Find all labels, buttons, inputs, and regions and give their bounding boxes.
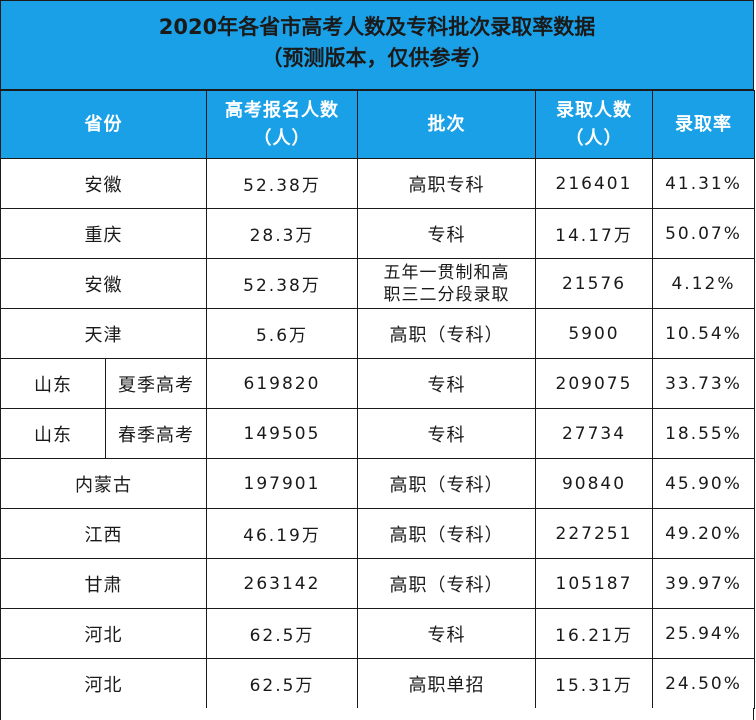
table-title-line2: （预测版本，仅供参考）: [261, 46, 493, 70]
cell-admitted: 227251: [535, 508, 653, 559]
cell-province: 山东: [0, 408, 106, 459]
cell-exam-type: 春季高考: [105, 408, 207, 459]
cell-province: 河北: [0, 608, 207, 659]
cell-batch: 专科: [357, 208, 536, 259]
cell-applicants: 197901: [206, 458, 358, 509]
cell-province: 安徽: [0, 158, 207, 209]
cell-rate: 33.73%: [652, 358, 755, 409]
cell-exam-type: 夏季高考: [105, 358, 207, 409]
header-rate: 录取率: [652, 90, 755, 159]
cell-rate: 49.20%: [652, 508, 755, 559]
cell-batch: 专科: [357, 608, 536, 659]
table-title: 2020年各省市高考人数及专科批次录取率数据 （预测版本，仅供参考）: [0, 0, 754, 90]
header-applicants-label: 高考报名人数（人）: [225, 99, 339, 149]
cell-admitted: 5900: [535, 308, 653, 359]
cell-applicants: 149505: [206, 408, 358, 459]
cell-province: 甘肃: [0, 558, 207, 609]
cell-applicants: 62.5万: [206, 608, 358, 659]
cell-admitted: 16.21万: [535, 608, 653, 659]
cell-batch: 专科: [357, 358, 536, 409]
cell-applicants: 5.6万: [206, 308, 358, 359]
header-batch: 批次: [357, 90, 536, 159]
table-row: 内蒙古 197901 高职（专科） 90840 45.90%: [0, 458, 755, 509]
cell-batch: 五年一贯制和高职三二分段录取: [357, 258, 536, 309]
header-admitted-label: 录取人数（人）: [556, 99, 632, 149]
table-row: 重庆 28.3万 专科 14.17万 50.07%: [0, 208, 755, 259]
table-row: 河北 62.5万 专科 16.21万 25.94%: [0, 608, 755, 659]
cell-batch: 高职单招: [357, 658, 536, 709]
cell-province: 安徽: [0, 258, 207, 309]
cell-rate: 50.07%: [652, 208, 755, 259]
cell-admitted: 14.17万: [535, 208, 653, 259]
cell-admitted: 105187: [535, 558, 653, 609]
cell-admitted: 27734: [535, 408, 653, 459]
cell-province: 河北: [0, 658, 207, 709]
cell-rate: 10.54%: [652, 308, 755, 359]
admission-data-table: 省份 高考报名人数（人） 批次 录取人数（人） 录取率 安徽 52.38万 高职…: [0, 90, 755, 709]
cell-province: 山东: [0, 358, 106, 409]
header-province: 省份: [0, 90, 207, 159]
cell-applicants: 62.5万: [206, 658, 358, 709]
cell-rate: 24.50%: [652, 658, 755, 709]
cell-province: 天津: [0, 308, 207, 359]
table-row: 江西 46.19万 高职（专科） 227251 49.20%: [0, 508, 755, 559]
table-row: 天津 5.6万 高职（专科） 5900 10.54%: [0, 308, 755, 359]
table-row: 山东 春季高考 149505 专科 27734 18.55%: [0, 408, 755, 459]
cell-rate: 45.90%: [652, 458, 755, 509]
table-row: 安徽 52.38万 高职专科 216401 41.31%: [0, 158, 755, 209]
cell-admitted: 90840: [535, 458, 653, 509]
cell-batch: 高职（专科）: [357, 558, 536, 609]
cell-batch-text: 五年一贯制和高职三二分段录取: [383, 262, 510, 305]
cell-batch: 高职（专科）: [357, 508, 536, 559]
header-admitted: 录取人数（人）: [535, 90, 653, 159]
cell-rate: 39.97%: [652, 558, 755, 609]
cell-applicants: 46.19万: [206, 508, 358, 559]
cell-batch: 高职专科: [357, 158, 536, 209]
cell-batch: 专科: [357, 408, 536, 459]
header-row: 省份 高考报名人数（人） 批次 录取人数（人） 录取率: [0, 90, 755, 159]
cell-admitted: 15.31万: [535, 658, 653, 709]
cell-applicants: 28.3万: [206, 208, 358, 259]
table-bottom-edge: [0, 708, 754, 720]
cell-applicants: 619820: [206, 358, 358, 409]
cell-admitted: 209075: [535, 358, 653, 409]
cell-province: 江西: [0, 508, 207, 559]
cell-applicants: 52.38万: [206, 158, 358, 209]
cell-batch: 高职（专科）: [357, 458, 536, 509]
table-row: 山东 夏季高考 619820 专科 209075 33.73%: [0, 358, 755, 409]
header-applicants: 高考报名人数（人）: [206, 90, 358, 159]
cell-admitted: 216401: [535, 158, 653, 209]
cell-applicants: 52.38万: [206, 258, 358, 309]
cell-rate: 18.55%: [652, 408, 755, 459]
table-row: 安徽 52.38万 五年一贯制和高职三二分段录取 21576 4.12%: [0, 258, 755, 309]
cell-batch: 高职（专科）: [357, 308, 536, 359]
cell-rate: 41.31%: [652, 158, 755, 209]
cell-admitted: 21576: [535, 258, 653, 309]
cell-province: 内蒙古: [0, 458, 207, 509]
cell-rate: 25.94%: [652, 608, 755, 659]
table-row: 河北 62.5万 高职单招 15.31万 24.50%: [0, 658, 755, 709]
table-title-line1: 2020年各省市高考人数及专科批次录取率数据: [158, 15, 596, 39]
cell-rate: 4.12%: [652, 258, 755, 309]
cell-province: 重庆: [0, 208, 207, 259]
table-row: 甘肃 263142 高职（专科） 105187 39.97%: [0, 558, 755, 609]
cell-applicants: 263142: [206, 558, 358, 609]
